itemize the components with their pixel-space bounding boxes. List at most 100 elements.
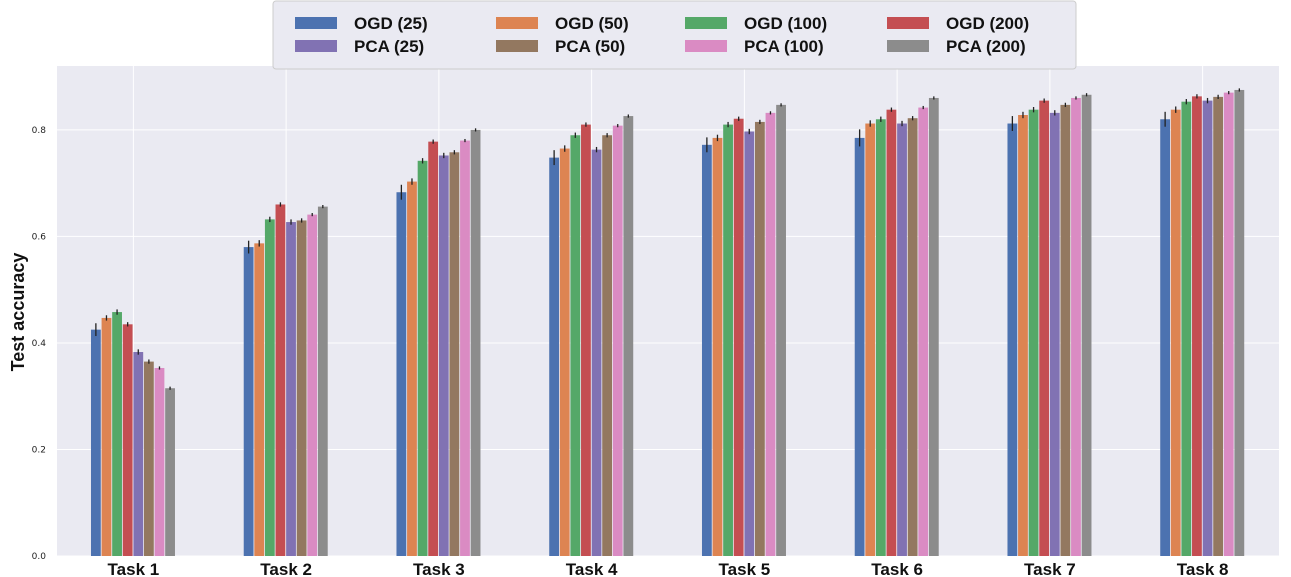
legend-swatch [887, 17, 929, 29]
bar [1223, 92, 1234, 556]
bar [407, 181, 417, 556]
bar [712, 137, 723, 557]
x-tick-label: Task 3 [413, 560, 465, 577]
bar [1007, 123, 1018, 557]
series-pca-100 [154, 91, 1234, 557]
y-tick-label: 0.2 [32, 445, 46, 455]
legend-label: PCA (200) [946, 37, 1026, 56]
series-ogd-200 [122, 94, 1202, 556]
bar [254, 243, 265, 556]
series-pca-25 [133, 97, 1213, 557]
bar [907, 118, 918, 557]
series-pca-200 [165, 88, 1245, 557]
x-axis-ticks: Task 1 Task 2 Task 3 Task 4 Task 5 Task 6 Task… [108, 560, 1229, 577]
series-ogd-50 [101, 106, 1181, 557]
y-tick-label: 0.8 [32, 126, 47, 136]
legend-label: PCA (50) [555, 37, 625, 56]
bar [275, 204, 286, 556]
bar [317, 206, 328, 556]
legend-swatch [685, 40, 727, 52]
legend-label: OGD (100) [744, 14, 827, 33]
x-tick-label: Task 8 [1177, 560, 1229, 577]
series-ogd-25 [90, 111, 1171, 557]
bar [581, 124, 591, 556]
bar [1049, 112, 1060, 556]
bar [570, 135, 581, 556]
legend-item: PCA (200) [887, 37, 1026, 56]
bar [744, 131, 755, 556]
bar [549, 157, 560, 556]
bar [154, 367, 165, 556]
bar [765, 112, 776, 556]
bar [1213, 96, 1224, 557]
bar [264, 219, 275, 557]
bar [776, 104, 786, 556]
bar [1181, 101, 1192, 556]
x-tick-label: Task 4 [566, 560, 618, 577]
legend-box [272, 0, 1077, 70]
bar [1192, 96, 1202, 556]
bar [438, 155, 449, 556]
bar [243, 247, 254, 556]
bar [122, 324, 133, 556]
legend-swatch [496, 17, 538, 29]
bar [559, 148, 570, 556]
bar [101, 317, 112, 556]
bar [754, 121, 765, 556]
x-tick-label: Task 1 [108, 560, 160, 577]
bar [296, 220, 307, 556]
bar [428, 141, 439, 556]
bar [1060, 104, 1071, 556]
legend-swatch [295, 17, 337, 29]
legend-item: PCA (50) [496, 37, 625, 56]
legend-swatch [685, 17, 727, 29]
bar [1160, 119, 1171, 557]
y-tick-label: 0.4 [32, 339, 47, 349]
bar [286, 222, 296, 556]
legend-swatch [887, 40, 929, 52]
bar [112, 312, 122, 556]
legend-label: OGD (50) [555, 14, 629, 33]
bar [1028, 109, 1039, 556]
legend-label: PCA (25) [354, 37, 424, 56]
bar [733, 118, 744, 556]
legend-item: OGD (200) [887, 14, 1029, 33]
bar [928, 97, 939, 557]
x-tick-label: Task 6 [871, 560, 923, 577]
y-axis-ticks: 0.0 0.2 0.4 0.6 0.8 [32, 126, 47, 562]
legend-item: OGD (50) [496, 14, 629, 33]
bar [417, 160, 428, 556]
bars [90, 88, 1245, 557]
plot-area [57, 66, 1279, 556]
legend-item: OGD (100) [685, 14, 827, 33]
bar [875, 119, 886, 557]
bar [165, 388, 175, 556]
bar [701, 144, 712, 556]
bar [449, 152, 460, 557]
y-tick-label: 0.0 [32, 552, 47, 562]
x-tick-label: Task 5 [719, 560, 771, 577]
bar [1202, 100, 1213, 556]
bar [591, 149, 602, 556]
bar [396, 192, 407, 556]
bar [918, 107, 929, 556]
x-tick-label: Task 7 [1024, 560, 1076, 577]
bar [612, 125, 623, 557]
bar [854, 137, 865, 557]
legend-label: PCA (100) [744, 37, 824, 56]
legend-item: PCA (25) [295, 37, 424, 56]
legend-swatch [295, 40, 337, 52]
legend-item: OGD (25) [295, 14, 428, 33]
bar [623, 116, 634, 556]
bar [1071, 97, 1081, 557]
series-ogd-100 [112, 99, 1192, 557]
bar [1170, 109, 1181, 556]
y-axis-label: Test accuracy [8, 253, 28, 372]
x-tick-label: Task 2 [260, 560, 312, 577]
bar [470, 129, 481, 557]
bar [1081, 94, 1092, 557]
bar [133, 352, 144, 556]
bar [865, 123, 876, 557]
bar [143, 361, 154, 556]
